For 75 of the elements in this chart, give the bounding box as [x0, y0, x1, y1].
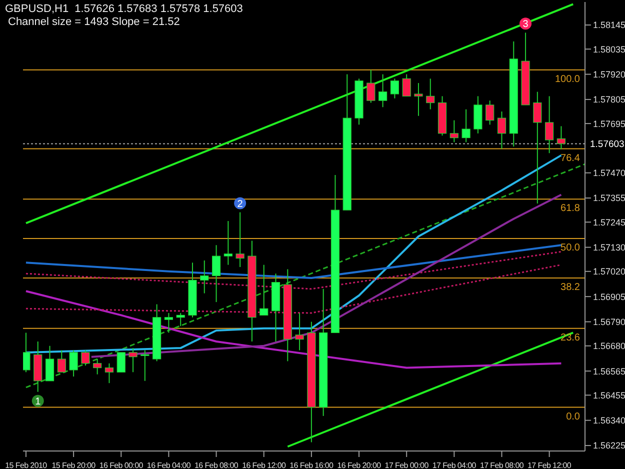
- chart-title: GBPUSD,H1 1.57626 1.57683 1.57578 1.57603: [5, 3, 243, 16]
- candlestick: [402, 74, 411, 97]
- candlestick: [450, 120, 458, 143]
- candlestick: [295, 312, 304, 351]
- x-tick-label: 17 Feb 00:00: [384, 461, 430, 469]
- candlestick: [69, 350, 78, 378]
- x-tick-label: 17 Feb 12:00: [528, 461, 572, 469]
- candlestick: [260, 264, 268, 316]
- text: Channel size = 1493 Slope = 21.52: [7, 16, 181, 29]
- y-tick-label: 1.58145: [593, 20, 625, 30]
- y-tick-label: 1.56225: [593, 440, 625, 451]
- candlestick: [23, 332, 30, 373]
- candlestick: [533, 91, 542, 204]
- y-tick-label: 1.57130: [593, 242, 625, 252]
- y-tick-label: 1.56340: [593, 416, 625, 426]
- candlestick: [116, 352, 126, 373]
- candlestick: [140, 350, 150, 382]
- candlestick: [104, 362, 114, 384]
- line-series: [24, 244, 562, 279]
- candlestick: [81, 350, 90, 366]
- candlestick: [497, 111, 506, 150]
- y-tick-label: 1.57920: [593, 69, 625, 80]
- y-tick-label: 1.57470: [593, 168, 625, 178]
- candlestick: [128, 348, 138, 373]
- annotation: 1: [35, 396, 42, 408]
- y-tick-label: 1.57020: [593, 266, 625, 277]
- y-tick-label: 1.56790: [593, 316, 625, 327]
- y-tick-label: 1.57245: [593, 217, 625, 228]
- annotation: 23.6: [560, 332, 580, 344]
- candlestick: [426, 78, 435, 110]
- annotation: 50.0: [560, 242, 580, 254]
- candlestick: [57, 350, 66, 373]
- y-tick-label: 1.56680: [593, 341, 625, 352]
- candlestick: [414, 82, 423, 116]
- annotation: 61.8: [560, 203, 580, 214]
- annotation: 38.2: [560, 282, 580, 294]
- x-tick-label: 16 Feb 00:00: [99, 461, 144, 469]
- candlestick: [486, 100, 494, 126]
- candlestick: [462, 108, 470, 143]
- line-series: [90, 194, 562, 358]
- candlestick: [390, 78, 399, 99]
- annotation: 100.0: [554, 74, 580, 85]
- x-tick-label: 16 Feb 08:00: [194, 461, 239, 469]
- y-tick-label: 1.57355: [593, 193, 625, 204]
- y-tick-label: 1.57695: [593, 118, 625, 129]
- x-tick-label: 17 Feb 08:00: [480, 461, 524, 469]
- candlestick: [236, 212, 244, 268]
- ref-line-label: 1.57603: [590, 139, 624, 150]
- candlestick: [378, 74, 388, 108]
- annotation: 0.0: [566, 411, 580, 422]
- x-tick-label: 15 Feb 2010: [5, 461, 48, 469]
- x-tick-label: 17 Feb 04:00: [432, 461, 477, 469]
- annotation: 76.4: [560, 152, 580, 164]
- annotation: 3: [522, 19, 529, 30]
- candlestick: [93, 358, 102, 375]
- x-tick-label: 16 Feb 20:00: [337, 461, 382, 469]
- y-tick-label: 1.56455: [593, 390, 625, 400]
- x-tick-label: 15 Feb 20:00: [52, 461, 96, 469]
- y-tick-label: 1.56905: [593, 292, 625, 302]
- candlestick: [545, 96, 554, 154]
- candlestick: [556, 126, 566, 150]
- candlestick: [366, 69, 376, 104]
- x-tick-label: 16 Feb 16:00: [290, 461, 334, 469]
- y-tick-label: 1.58035: [593, 44, 625, 54]
- candlestick: [164, 312, 174, 334]
- x-tick-label: 16 Feb 12:00: [242, 461, 286, 469]
- candlestick: [200, 260, 209, 294]
- y-tick-label: 1.57805: [593, 94, 625, 105]
- x-tick-label: 16 Feb 04:00: [146, 461, 192, 469]
- annotation: 2: [237, 198, 244, 210]
- candlestick: [212, 244, 221, 303]
- candlestick: [45, 345, 54, 382]
- line-series: [24, 290, 562, 369]
- candlestick: [224, 220, 232, 266]
- y-tick-label: 1.56565: [593, 366, 625, 376]
